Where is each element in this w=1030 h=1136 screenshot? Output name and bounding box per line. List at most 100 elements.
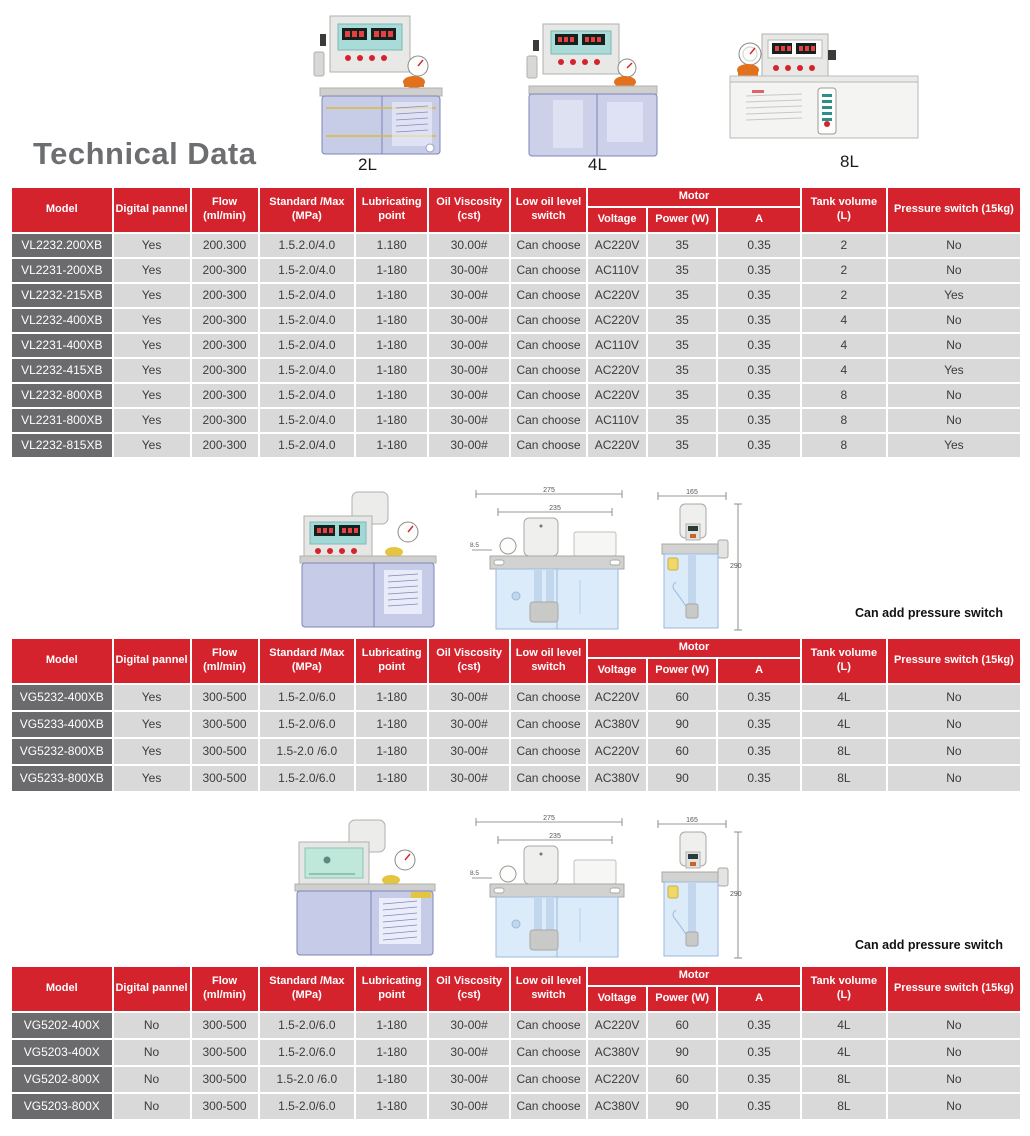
header-flow: Flow (ml/min) bbox=[191, 639, 258, 683]
cell-pressure: No bbox=[887, 233, 1020, 257]
cell-amp: 0.35 bbox=[718, 684, 800, 710]
cell-model: VG5232-400XB bbox=[12, 684, 112, 710]
cell-digital: Yes bbox=[113, 233, 190, 257]
cell-standard: 1.5-2.0/6.0 bbox=[259, 1039, 355, 1065]
cell-flow: 200-300 bbox=[191, 358, 258, 382]
header-low_oil: Low oil level switch bbox=[511, 639, 586, 683]
cell-lubricating: 1-180 bbox=[356, 1012, 428, 1038]
header-lubricating: Lubricating point bbox=[356, 967, 428, 1011]
cell-amp: 0.35 bbox=[718, 358, 800, 382]
cell-pressure: Yes bbox=[887, 358, 1020, 382]
pump-8l-image bbox=[729, 33, 919, 139]
cell-amp: 0.35 bbox=[718, 258, 800, 282]
header-amp: A bbox=[718, 986, 800, 1011]
panel-buttons bbox=[345, 55, 387, 61]
table-row: VG5202-800X No 300-500 1.5-2.0 /6.0 1-180 30-… bbox=[12, 1066, 1020, 1092]
cell-tank: 8 bbox=[801, 433, 886, 457]
cell-tank: 2 bbox=[801, 233, 886, 257]
cell-standard: 1.5-2.0/6.0 bbox=[259, 1012, 355, 1038]
cell-model: VG5203-400X bbox=[12, 1039, 112, 1065]
cell-viscosity: 30-00# bbox=[429, 711, 510, 737]
cell-power: 90 bbox=[648, 1093, 717, 1119]
cell-lubricating: 1.180 bbox=[356, 233, 428, 257]
cell-viscosity: 30-00# bbox=[429, 1093, 510, 1119]
cell-digital: Yes bbox=[113, 383, 190, 407]
cell-tank: 4 bbox=[801, 308, 886, 332]
header-power: Power (W) bbox=[648, 986, 717, 1011]
header-voltage: Voltage bbox=[587, 658, 647, 683]
fill-cap-icon bbox=[614, 76, 636, 88]
cell-pressure: No bbox=[887, 1093, 1020, 1119]
blank-panel bbox=[304, 847, 364, 879]
cell-tank: 2 bbox=[801, 283, 886, 307]
table-row: VL2232-415XB Yes 200-300 1.5-2.0/4.0 1-180 30… bbox=[12, 358, 1020, 382]
cell-low_oil: Can choose bbox=[511, 738, 586, 764]
header-motor: Motor bbox=[587, 188, 800, 206]
cell-flow: 200-300 bbox=[191, 258, 258, 282]
svg-text:235: 235 bbox=[549, 505, 561, 512]
cell-voltage: AC220V bbox=[587, 383, 647, 407]
cell-viscosity: 30-00# bbox=[429, 1039, 510, 1065]
knob-icon bbox=[320, 34, 326, 46]
cell-digital: Yes bbox=[113, 711, 190, 737]
cell-model: VG5233-800XB bbox=[12, 765, 112, 791]
header-low_oil: Low oil level switch bbox=[511, 188, 586, 232]
header-model: Model bbox=[12, 188, 112, 232]
cell-tank: 4 bbox=[801, 333, 886, 357]
cell-model: VL2232-215XB bbox=[12, 283, 112, 307]
cell-pressure: No bbox=[887, 408, 1020, 432]
table-row: VG5233-400XB Yes 300-500 1.5-2.0/6.0 1-180 30… bbox=[12, 711, 1020, 737]
cell-lubricating: 1-180 bbox=[356, 308, 428, 332]
cell-viscosity: 30.00# bbox=[429, 233, 510, 257]
panel-buttons bbox=[773, 65, 815, 71]
cell-standard: 1.5-2.0/6.0 bbox=[259, 711, 355, 737]
cell-low_oil: Can choose bbox=[511, 1093, 586, 1119]
cell-amp: 0.35 bbox=[718, 1093, 800, 1119]
header-power: Power (W) bbox=[648, 658, 717, 683]
cell-power: 35 bbox=[648, 358, 717, 382]
cell-power: 35 bbox=[648, 383, 717, 407]
header-model: Model bbox=[12, 639, 112, 683]
header-digital: Digital pannel bbox=[113, 967, 190, 1011]
cell-power: 35 bbox=[648, 333, 717, 357]
cell-pressure: No bbox=[887, 383, 1020, 407]
svg-text:165: 165 bbox=[686, 817, 698, 824]
cell-tank: 4L bbox=[801, 1012, 886, 1038]
cell-digital: Yes bbox=[113, 408, 190, 432]
cell-low_oil: Can choose bbox=[511, 1012, 586, 1038]
cell-standard: 1.5-2.0/4.0 bbox=[259, 308, 355, 332]
header-tank: Tank volume (L) bbox=[801, 639, 886, 683]
tank-size-label-2l: 2L bbox=[358, 155, 377, 174]
cell-digital: Yes bbox=[113, 433, 190, 457]
cell-voltage: AC220V bbox=[587, 358, 647, 382]
cell-model: VL2231-400XB bbox=[12, 333, 112, 357]
cell-flow: 300-500 bbox=[191, 684, 258, 710]
cell-lubricating: 1-180 bbox=[356, 684, 428, 710]
pump-4l-image bbox=[526, 23, 658, 157]
cell-viscosity: 30-00# bbox=[429, 258, 510, 282]
header-low_oil: Low oil level switch bbox=[511, 967, 586, 1011]
cell-power: 35 bbox=[648, 433, 717, 457]
header-amp: A bbox=[718, 207, 800, 232]
header-standard: Standard /Max (MPa) bbox=[259, 639, 355, 683]
motor-housing bbox=[523, 845, 559, 885]
cell-power: 35 bbox=[648, 283, 717, 307]
cell-flow: 200-300 bbox=[191, 408, 258, 432]
cell-flow: 300-500 bbox=[191, 711, 258, 737]
cell-low_oil: Can choose bbox=[511, 684, 586, 710]
cell-voltage: AC110V bbox=[587, 408, 647, 432]
header-flow: Flow (ml/min) bbox=[191, 967, 258, 1011]
cell-standard: 1.5-2.0/4.0 bbox=[259, 283, 355, 307]
cell-viscosity: 30-00# bbox=[429, 738, 510, 764]
header-motor: Motor bbox=[587, 967, 800, 985]
cell-lubricating: 1-180 bbox=[356, 333, 428, 357]
cell-voltage: AC380V bbox=[587, 1093, 647, 1119]
cell-pressure: No bbox=[887, 765, 1020, 791]
cell-flow: 200-300 bbox=[191, 433, 258, 457]
cell-viscosity: 30-00# bbox=[429, 765, 510, 791]
cell-model: VL2232-815XB bbox=[12, 433, 112, 457]
cell-power: 35 bbox=[648, 308, 717, 332]
cell-pressure: No bbox=[887, 308, 1020, 332]
cell-standard: 1.5-2.0/6.0 bbox=[259, 1093, 355, 1119]
table-row: VL2231-800XB Yes 200-300 1.5-2.0/4.0 1-180 30… bbox=[12, 408, 1020, 432]
